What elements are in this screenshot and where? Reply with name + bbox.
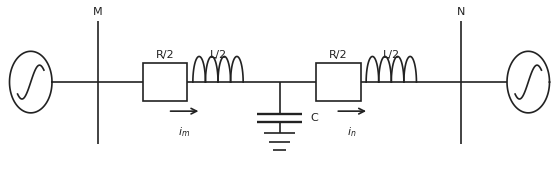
Text: R/2: R/2 — [155, 50, 174, 60]
Text: M: M — [93, 7, 103, 17]
Bar — [143, 63, 187, 101]
Text: C: C — [310, 113, 318, 123]
Bar — [316, 63, 361, 101]
Text: $i_n$: $i_n$ — [348, 125, 357, 139]
Text: R/2: R/2 — [329, 50, 348, 60]
Text: L/2: L/2 — [210, 50, 226, 60]
Text: $i_m$: $i_m$ — [178, 125, 191, 139]
Text: L/2: L/2 — [383, 50, 400, 60]
Text: N: N — [457, 7, 465, 17]
